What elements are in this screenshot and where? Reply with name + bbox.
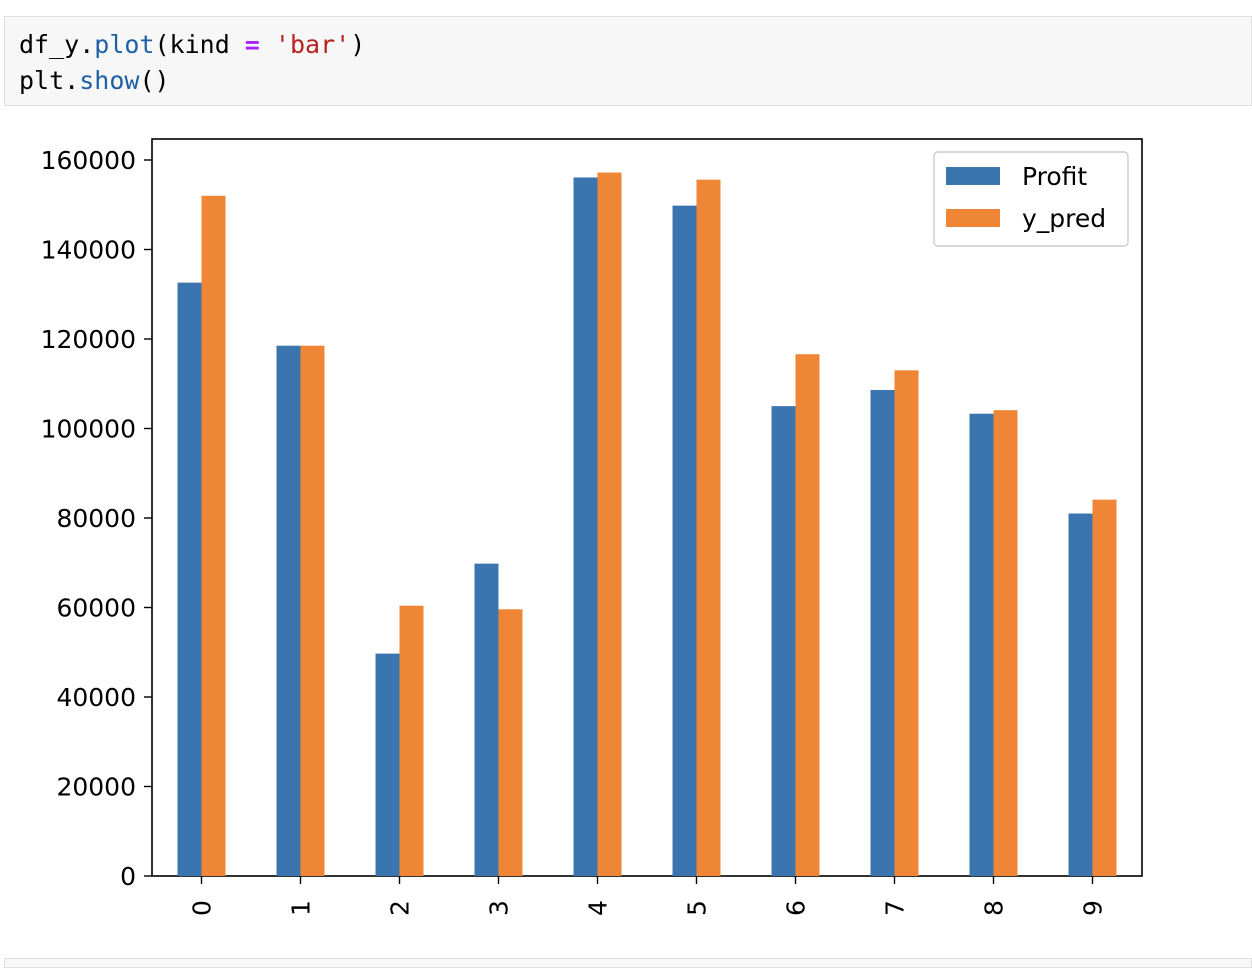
y-tick-label: 40000	[56, 683, 136, 712]
x-tick-label: 6	[782, 900, 811, 916]
y-tick-label: 140000	[41, 236, 136, 265]
bar-y-pred-2	[399, 605, 424, 876]
bar-y-pred-1	[300, 345, 325, 876]
y-tick-label: 0	[120, 862, 136, 891]
bars-group	[177, 172, 1117, 877]
x-tick-label: 4	[584, 900, 613, 916]
bar-profit-5	[672, 205, 697, 876]
bar-profit-1	[276, 345, 301, 876]
bar-profit-3	[474, 563, 499, 876]
y-tick-label: 80000	[56, 504, 136, 533]
code-cell-input[interactable]: df_y.plot(kind = 'bar') plt.show()	[4, 16, 1252, 106]
y-tick-label: 160000	[41, 146, 136, 175]
x-tick-label: 2	[386, 900, 415, 916]
bar-y-pred-5	[696, 179, 721, 876]
code-token: ()	[139, 66, 170, 95]
bar-profit-9	[1068, 513, 1093, 876]
legend-swatch-y-pred	[946, 209, 1000, 227]
legend-label-profit: Profit	[1022, 162, 1087, 191]
plot-frame	[151, 138, 1143, 877]
code-token: df_y.	[19, 30, 95, 59]
next-cell[interactable]	[4, 958, 1252, 968]
bar-y-pred-9	[1092, 499, 1117, 876]
bar-profit-4	[573, 177, 598, 876]
code-token: (kind	[154, 30, 245, 59]
x-tick-label: 7	[881, 900, 910, 916]
x-tick-label: 1	[287, 900, 316, 916]
legend-swatch-profit	[946, 167, 1000, 185]
y-tick-label: 120000	[41, 325, 136, 354]
bar-y-pred-3	[498, 609, 523, 876]
code-token: 'bar'	[274, 30, 351, 59]
bar-profit-6	[771, 406, 796, 876]
bar-profit-0	[177, 282, 202, 876]
bar-profit-8	[969, 413, 994, 876]
code-token	[260, 30, 275, 59]
x-axis: 0 1 2 3 4 5 6 7 8 9	[188, 876, 1108, 916]
cell-output: 0 20000 40000 60000 80000 100000 120000 140000 1…	[0, 106, 1252, 956]
x-tick-label: 0	[188, 900, 217, 916]
code-line-1: df_y.plot(kind = 'bar')	[19, 27, 1251, 63]
y-tick-label: 100000	[41, 415, 136, 444]
x-tick-label: 3	[485, 900, 514, 916]
bar-y-pred-7	[894, 370, 919, 876]
bar-profit-2	[375, 653, 400, 876]
bar-y-pred-6	[795, 354, 820, 877]
x-tick-label: 5	[683, 900, 712, 916]
code-token: plt.	[19, 66, 80, 95]
legend: Profit y_pred	[933, 151, 1129, 247]
bar-profit-7	[870, 390, 895, 876]
code-token: plot	[94, 30, 155, 59]
y-axis: 0 20000 40000 60000 80000 100000 120000 140000 1…	[41, 146, 152, 891]
x-tick-label: 8	[980, 900, 1009, 916]
y-tick-label: 20000	[56, 773, 136, 802]
bar-y-pred-0	[201, 195, 226, 877]
code-token: =	[244, 30, 260, 59]
bar-y-pred-8	[993, 410, 1018, 876]
bar-chart: 0 20000 40000 60000 80000 100000 120000 140000 1…	[41, 138, 1143, 916]
x-tick-label: 9	[1079, 900, 1108, 916]
code-token: )	[350, 30, 366, 59]
y-tick-label: 60000	[56, 594, 136, 623]
bar-y-pred-4	[597, 172, 622, 876]
code-line-2: plt.show()	[19, 63, 1251, 99]
code-token: show	[79, 66, 140, 95]
legend-label-y-pred: y_pred	[1022, 204, 1106, 233]
